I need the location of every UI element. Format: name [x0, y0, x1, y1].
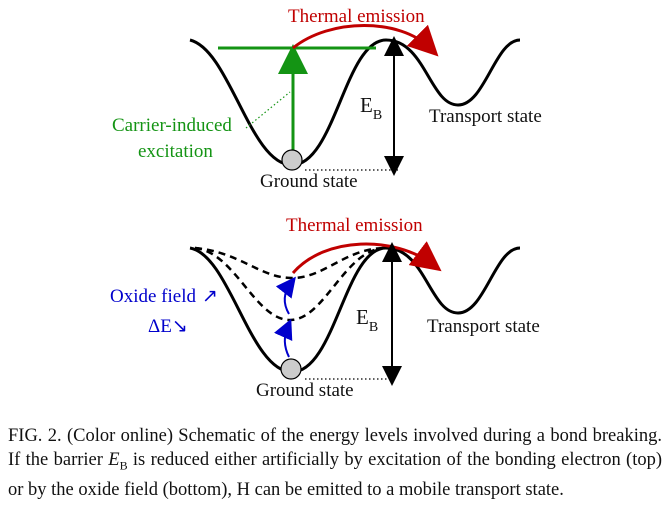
top-ground-label: Ground state [260, 171, 358, 192]
caption-text-2: is reduced either artificially by excita… [8, 450, 663, 500]
top-carrier-label: Carrier-induced [112, 115, 232, 136]
top-eb-label: EB [360, 93, 382, 123]
top-ground-ball [281, 149, 303, 171]
figure-2: Thermal emission Carrier-induced excitat… [110, 6, 542, 401]
bottom-potential-curve [189, 246, 521, 374]
caption-label: FIG. 2. [8, 426, 62, 446]
bottom-transport-label: Transport state [427, 316, 540, 337]
bottom-oxide-label: Oxide field ↗ [110, 286, 218, 307]
top-panel: Thermal emission Carrier-induced excitat… [112, 6, 542, 192]
bottom-oxide-arrow-2 [275, 276, 296, 315]
caption-eb-sub: B [119, 458, 128, 473]
bottom-panel: Thermal emission Oxide field ↗ ΔE↘ EB Tra… [110, 215, 540, 401]
top-excitation-label: excitation [138, 141, 213, 162]
bottom-ground-ball [280, 358, 302, 380]
bottom-eb-label: EB [356, 305, 378, 335]
bottom-thermal-label: Thermal emission [286, 215, 423, 236]
caption-text-1: (Color online) Schematic of the energy l… [8, 426, 662, 470]
top-thermal-arrow [292, 24, 439, 57]
bottom-thermal-arrow [291, 241, 442, 274]
bottom-delta-label: ΔE↘ [148, 316, 188, 337]
bottom-oxide-arrow-1 [273, 318, 293, 358]
top-thermal-label: Thermal emission [288, 6, 425, 27]
figure-caption: FIG. 2. (Color online) Schematic of the … [8, 424, 662, 502]
top-excitation-leader [245, 91, 291, 129]
top-transport-label: Transport state [429, 106, 542, 127]
caption-eb: E [108, 450, 120, 470]
top-potential-curve [189, 38, 521, 167]
bottom-ground-label: Ground state [256, 380, 354, 401]
